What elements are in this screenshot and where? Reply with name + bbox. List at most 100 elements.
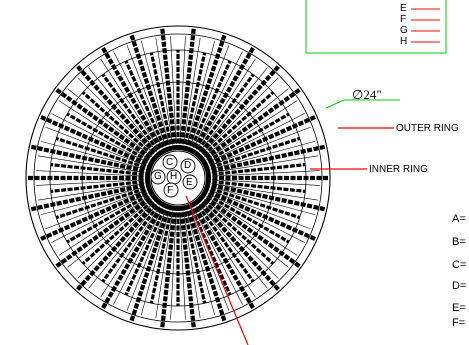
center-letter-g: G (154, 171, 162, 182)
thin-strand (179, 36, 186, 145)
thin-strand (40, 140, 146, 170)
crystal-strand (50, 163, 151, 177)
thin-strand (199, 67, 268, 152)
crystal-strand (30, 144, 152, 175)
legend-e: E= (452, 302, 466, 314)
thin-strand (126, 209, 167, 311)
thin-strand (211, 170, 320, 177)
thin-strand (186, 210, 216, 316)
crystal-strand (193, 73, 255, 157)
crystal-strand (101, 47, 166, 155)
bulb-circle (162, 154, 178, 170)
bottom-leader (185, 195, 249, 345)
diameter-label: ∅24" (352, 87, 382, 102)
thin-strand (211, 155, 319, 173)
rings (25, 25, 331, 331)
crystal-strand (55, 136, 152, 171)
top-bracket (305, 0, 447, 54)
center-letter-f: F (167, 185, 174, 196)
crystal-strand (160, 205, 178, 328)
top-legend-letter-g: G (400, 25, 408, 36)
crystal-strand (124, 202, 169, 296)
top-legend-letter-f: F (400, 14, 407, 25)
thin-strand (45, 126, 147, 167)
thin-strand (208, 193, 305, 243)
bulb-circle (182, 174, 198, 190)
center-letter-e: E (186, 177, 193, 188)
crystal-strand (204, 136, 301, 171)
crystal-strand (197, 91, 275, 161)
crystal-strand (187, 202, 232, 296)
crystal-strand (199, 88, 301, 164)
crystal-strand (205, 163, 306, 177)
top-legend-letter-e: E (400, 3, 407, 14)
center-letter-d: D (184, 160, 192, 171)
thin-strand (196, 206, 256, 298)
crystal-strand (30, 181, 152, 212)
thin-strand (201, 77, 279, 155)
thin-strand (196, 58, 256, 150)
crystal-strand (101, 73, 163, 157)
thin-strand (179, 211, 186, 320)
thin-strand (170, 36, 177, 145)
crystal-strand (197, 195, 275, 265)
crystal-strand (199, 192, 301, 268)
crystal-strand (66, 190, 155, 244)
thin-strand (155, 37, 173, 145)
crystal-strand (76, 197, 161, 291)
thin-strand (51, 193, 148, 243)
crystal-strand (204, 181, 326, 212)
crystal-strand (195, 65, 280, 159)
crystal-strand (201, 190, 290, 244)
crystal-spokes (28, 28, 328, 328)
thin-strand (36, 170, 145, 177)
thin-strand (189, 45, 230, 147)
thin-strand (58, 100, 150, 160)
inner-ring-label: INNER RING (369, 164, 428, 175)
thin-strand (183, 37, 201, 145)
thin-strand (210, 186, 316, 216)
legend-d: D= (452, 280, 467, 292)
crystal-strand (182, 52, 207, 151)
crystal-strand (184, 203, 227, 322)
thin-strand (77, 201, 155, 279)
crystal-strand (40, 187, 154, 241)
crystal-strand (202, 187, 316, 241)
thin-strand (186, 40, 216, 146)
crystal-strand (81, 91, 159, 161)
thin-strand (37, 183, 145, 201)
crystal-strand (204, 185, 301, 220)
thin-strand (155, 211, 173, 319)
thin-strand (100, 206, 160, 298)
crystal-strand (187, 60, 232, 154)
leader-lines (185, 0, 447, 345)
legend-b: B= (452, 236, 466, 248)
thin-strand (193, 51, 243, 148)
thin-strand (209, 189, 311, 230)
thin-strand (199, 204, 268, 289)
crystal-strand (50, 179, 151, 193)
crystal-strand (40, 115, 154, 169)
thin-strand (211, 179, 320, 186)
thin-strand (113, 51, 163, 148)
crystal-strand (202, 115, 316, 169)
thin-strand (189, 209, 230, 311)
bulb-circle (180, 158, 196, 174)
crystal-strand (195, 197, 280, 291)
thin-strand (204, 88, 289, 157)
crystal-strand (66, 112, 155, 166)
crystal-strand (178, 205, 196, 328)
ring (33, 33, 323, 323)
diameter-leader (325, 99, 400, 109)
thin-strand (88, 204, 157, 289)
legend-f: F= (452, 317, 466, 329)
thin-strand (45, 189, 147, 230)
thin-strand (100, 58, 160, 150)
crystal-strand (190, 201, 255, 309)
crystal-strand (129, 34, 172, 153)
crystal-strand (81, 195, 159, 265)
thin-strand (183, 211, 201, 319)
crystal-strand (124, 60, 169, 154)
